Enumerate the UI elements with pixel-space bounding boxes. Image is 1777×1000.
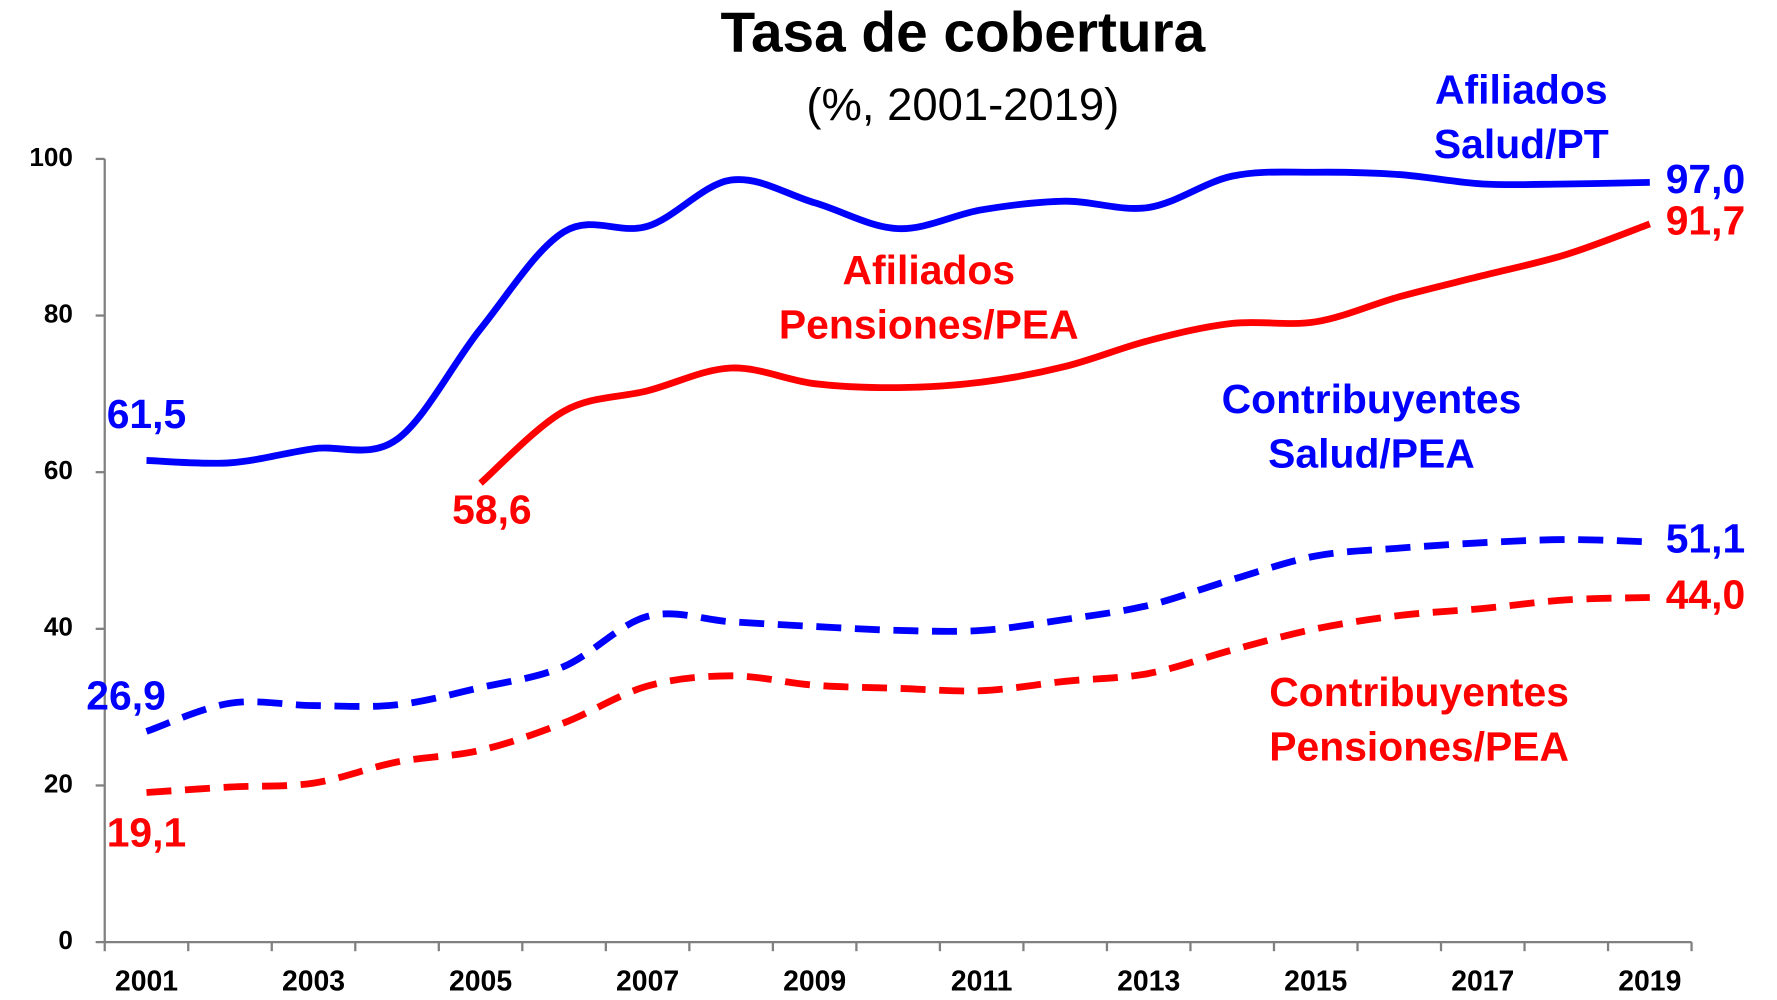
y-tick-label: 60 xyxy=(44,455,73,485)
y-tick-label: 40 xyxy=(44,612,73,642)
x-tick-label: 2013 xyxy=(1117,965,1180,997)
x-tick-label: 2011 xyxy=(951,965,1013,997)
series-name: Afiliados Salud/PT xyxy=(1433,65,1609,167)
value-label: 51,1 xyxy=(1666,516,1746,562)
y-tick-label: 20 xyxy=(44,768,73,798)
value-label: 61,5 xyxy=(107,391,187,437)
value-label: 97,0 xyxy=(1666,156,1746,202)
series-line xyxy=(146,168,1650,467)
value-label: 19,1 xyxy=(107,809,187,855)
y-tick-label: 100 xyxy=(29,142,73,172)
y-tick-label: 0 xyxy=(58,925,73,955)
x-tick-label: 2017 xyxy=(1451,965,1514,997)
x-tick-label: 2007 xyxy=(616,965,679,997)
value-label: 91,7 xyxy=(1666,198,1746,244)
series-name-box: Contribuyentes Pensiones/PEA xyxy=(1269,668,1570,770)
x-tick-label: 2009 xyxy=(783,965,846,997)
x-tick-label: 2019 xyxy=(1618,965,1681,997)
value-label: 26,9 xyxy=(86,672,166,718)
x-tick-label: 2003 xyxy=(282,965,345,997)
series-name-box: Afiliados Salud/PT xyxy=(1433,65,1609,167)
x-tick-label: 2005 xyxy=(449,965,512,997)
series-name: Afiliados Pensiones/PEA xyxy=(778,246,1079,348)
x-tick-label: 2015 xyxy=(1284,965,1347,997)
chart-subtitle: (%, 2001-2019) xyxy=(806,79,1119,130)
series-line xyxy=(146,594,1650,796)
series-name: Contribuyentes Pensiones/PEA xyxy=(1269,668,1570,770)
chart-title: Tasa de cobertura xyxy=(721,1,1206,64)
value-label: 44,0 xyxy=(1666,571,1746,617)
series-name: Contribuyentes Salud/PEA xyxy=(1221,375,1522,477)
series-line xyxy=(145,536,1650,735)
series-line xyxy=(478,220,1651,486)
y-tick-label: 80 xyxy=(44,298,73,328)
series-name-box: Contribuyentes Salud/PEA xyxy=(1221,375,1522,477)
value-label: 58,6 xyxy=(452,486,532,532)
series-name-box: Afiliados Pensiones/PEA xyxy=(778,246,1079,348)
x-tick-label: 2001 xyxy=(115,965,178,997)
